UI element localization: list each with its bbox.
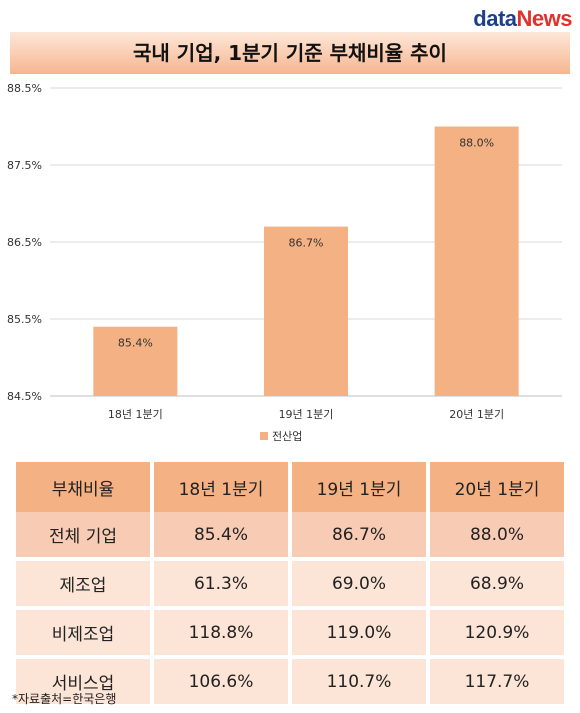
datanews-logo: dataNews: [473, 6, 572, 32]
table-header-cell: 19년 1분기: [292, 462, 426, 512]
table-cell: 117.7%: [430, 659, 564, 708]
table-cell: 제조업: [16, 561, 150, 610]
table-header-cell: 20년 1분기: [430, 462, 564, 512]
data-label: 86.7%: [289, 237, 324, 250]
table-cell: 85.4%: [154, 512, 288, 561]
title-bar: 국내 기업, 1분기 기준 부채비율 추이: [10, 32, 570, 74]
logo-part-data: data: [473, 6, 517, 31]
data-label: 85.4%: [118, 337, 153, 350]
table-row: 제조업 61.3% 69.0% 68.9%: [16, 561, 564, 610]
table-cell: 88.0%: [430, 512, 564, 561]
table-cell: 118.8%: [154, 610, 288, 659]
bar: [264, 226, 348, 396]
table-cell: 86.7%: [292, 512, 426, 561]
table-cell: 69.0%: [292, 561, 426, 610]
x-tick-label: 19년 1분기: [279, 408, 334, 421]
data-label: 88.0%: [459, 137, 494, 150]
table-row: 비제조업 118.8% 119.0% 120.9%: [16, 610, 564, 659]
table-cell: 120.9%: [430, 610, 564, 659]
bar: [434, 126, 519, 396]
table-cell: 110.7%: [292, 659, 426, 708]
legend-swatch: [260, 432, 268, 440]
table-header-row: 부채비율 18년 1분기 19년 1분기 20년 1분기: [16, 462, 564, 512]
table-row: 전체 기업 85.4% 86.7% 88.0%: [16, 512, 564, 561]
x-tick-label: 18년 1분기: [108, 408, 163, 421]
table-row: 서비스업 106.6% 110.7% 117.7%: [16, 659, 564, 708]
debt-ratio-table: 부채비율 18년 1분기 19년 1분기 20년 1분기 전체 기업 85.4%…: [12, 462, 568, 708]
table-cell: 61.3%: [154, 561, 288, 610]
table-cell: 68.9%: [430, 561, 564, 610]
y-tick-label: 85.5%: [7, 313, 42, 326]
bar: [93, 326, 178, 396]
table-header-cell: 18년 1분기: [154, 462, 288, 512]
table-cell: 서비스업: [16, 659, 150, 708]
y-tick-label: 84.5%: [7, 390, 42, 403]
table-cell: 전체 기업: [16, 512, 150, 561]
y-tick-label: 87.5%: [7, 159, 42, 172]
logo-part-news: News: [516, 6, 573, 31]
table-header-cell: 부채비율: [16, 462, 150, 512]
table-cell: 119.0%: [292, 610, 426, 659]
bar-chart: 84.5% 85.5% 86.5% 87.5% 88.5% 85.4% 18년 1분기 86.…: [7, 82, 562, 443]
source-note: *자료출처=한국은행: [12, 692, 117, 706]
y-tick-label: 86.5%: [7, 236, 42, 249]
x-tick-label: 20년 1분기: [449, 408, 504, 421]
chart-title: 국내 기업, 1분기 기준 부채비율 추이: [133, 41, 447, 65]
legend-label: 전산업: [272, 430, 302, 443]
y-tick-label: 88.5%: [7, 82, 42, 95]
table-cell: 비제조업: [16, 610, 150, 659]
table-cell: 106.6%: [154, 659, 288, 708]
